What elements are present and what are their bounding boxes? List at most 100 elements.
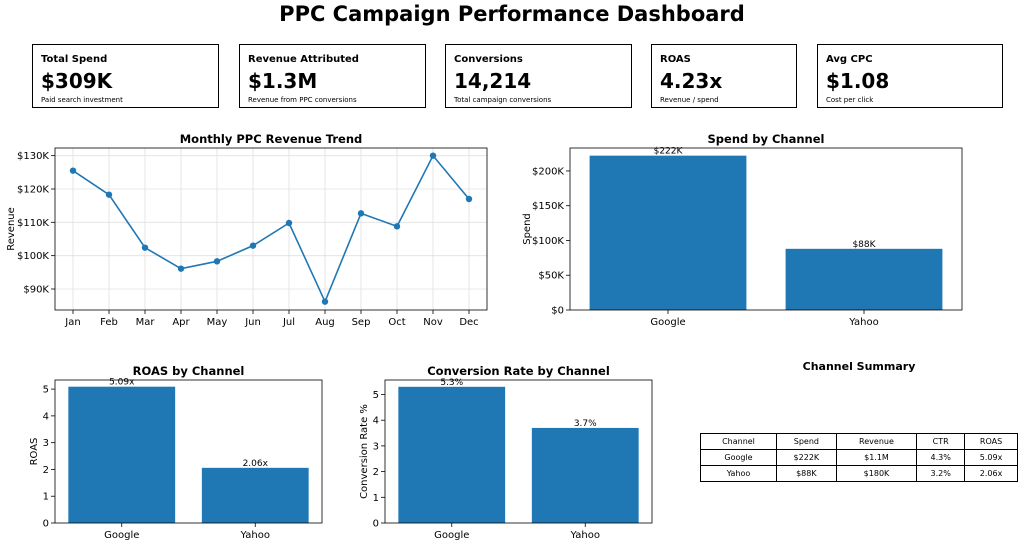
y-tick-label: 1 [373,493,379,504]
x-tick-label: Feb [100,317,118,328]
table-cell: 3.2% [916,465,966,482]
table-cell: Yahoo [700,465,777,482]
kpi-subtitle: Revenue from PPC conversions [248,96,357,104]
y-axis-label: ROAS [29,438,40,466]
table-header-cell: Revenue [835,433,918,450]
table-header-row: Channel Spend Revenue CTR ROAS [700,433,1018,450]
data-label: $222K [654,147,684,157]
channel-summary-title: Channel Summary [802,360,916,373]
kpi-value: $1.3M [248,69,318,93]
table-row: Google $222K $1.1M 4.3% 5.09x [700,449,1018,466]
x-tick-label: Oct [388,317,405,328]
y-axis-label: Revenue [6,207,17,251]
kpi-card-total-spend: Total Spend $309K Paid search investment [32,44,219,108]
x-tick-label: Nov [423,317,443,328]
table-header-cell: Channel [700,433,777,450]
table-cell: $222K [775,449,837,466]
y-tick-label: $90K [23,285,49,296]
x-tick-label: Jul [282,317,295,328]
y-tick-label: $150K [532,201,564,212]
table-cell: 2.06x [964,465,1018,482]
kpi-subtitle: Total campaign conversions [454,96,552,104]
kpi-card-avg-cpc: Avg CPC $1.08 Cost per click [817,44,1003,108]
y-tick-label: $50K [538,271,564,282]
y-tick-label: 4 [43,411,49,422]
y-tick-label: 2 [373,467,379,478]
y-tick-label: 2 [43,465,49,476]
chart-title: Spend by Channel [708,132,825,146]
table-header-cell: ROAS [964,433,1018,450]
table-header-cell: CTR [916,433,966,450]
kpi-subtitle: Cost per click [826,96,874,104]
bar [785,248,943,310]
kpi-subtitle: Paid search investment [41,96,123,104]
y-axis-label: Conversion Rate % [359,404,370,499]
bar [589,155,747,310]
data-point [321,298,329,305]
y-axis-label: Spend [522,213,533,245]
bar [531,427,639,523]
chart-title: ROAS by Channel [133,364,245,378]
plot-frame [54,379,323,524]
x-tick-label: Yahoo [570,530,600,541]
kpi-value: $309K [41,69,113,93]
kpi-value: 14,214 [454,69,532,93]
chart-title: Conversion Rate by Channel [427,364,610,378]
y-tick-label: $130K [17,151,49,162]
table-cell: Google [700,449,777,466]
y-tick-label: 5 [373,390,379,401]
bar [398,386,506,523]
data-point [213,258,221,265]
y-tick-label: 4 [373,416,379,427]
data-point [357,210,365,217]
kpi-card-revenue: Revenue Attributed $1.3M Revenue from PP… [239,44,426,108]
y-tick-label: $200K [532,166,564,177]
x-tick-label: Jan [64,317,80,328]
x-tick-label: Google [104,530,139,541]
data-label: 5.09x [109,378,135,388]
x-tick-label: Yahoo [240,530,270,541]
y-tick-label: 0 [43,519,49,530]
x-tick-label: Jun [244,317,261,328]
x-tick-label: Mar [136,317,156,328]
bar [201,467,309,523]
kpi-value: 4.23x [660,69,723,93]
kpi-label: Total Spend [41,54,108,65]
data-label: 3.7% [574,419,597,429]
y-tick-label: $120K [17,185,49,196]
table-cell: $180K [835,465,918,482]
data-point [465,195,473,203]
kpi-card-conversions: Conversions 14,214 Total campaign conver… [445,44,632,108]
kpi-label: Avg CPC [826,54,873,65]
kpi-value: $1.08 [826,69,890,93]
y-tick-label: 1 [43,492,49,503]
x-tick-label: Google [434,530,469,541]
x-tick-label: Google [650,317,685,328]
x-tick-label: Aug [315,317,335,328]
x-tick-label: Sep [352,317,371,328]
data-label: 5.3% [440,378,463,388]
table-row: Yahoo $88K $180K 3.2% 2.06x [700,465,1018,482]
y-tick-label: $110K [17,218,49,229]
data-point [105,191,113,198]
bar [68,386,176,523]
table-header-cell: Spend [775,433,837,450]
plot-frame [569,147,963,311]
y-tick-label: 0 [373,519,379,530]
data-point [177,265,185,272]
y-tick-label: $100K [17,251,49,262]
y-tick-label: 3 [43,438,49,449]
kpi-label: Conversions [454,54,523,65]
data-point [393,223,401,230]
plot-frame [384,379,653,524]
y-tick-label: $0 [551,306,564,317]
x-tick-label: Yahoo [848,317,878,328]
kpi-label: ROAS [660,54,691,65]
page-title: PPC Campaign Performance Dashboard [279,2,745,26]
kpi-card-roas: ROAS 4.23x Revenue / spend [651,44,797,108]
data-label: 2.06x [243,459,269,469]
table-cell: 5.09x [964,449,1018,466]
plot-frame [54,147,488,311]
data-point [285,219,293,227]
